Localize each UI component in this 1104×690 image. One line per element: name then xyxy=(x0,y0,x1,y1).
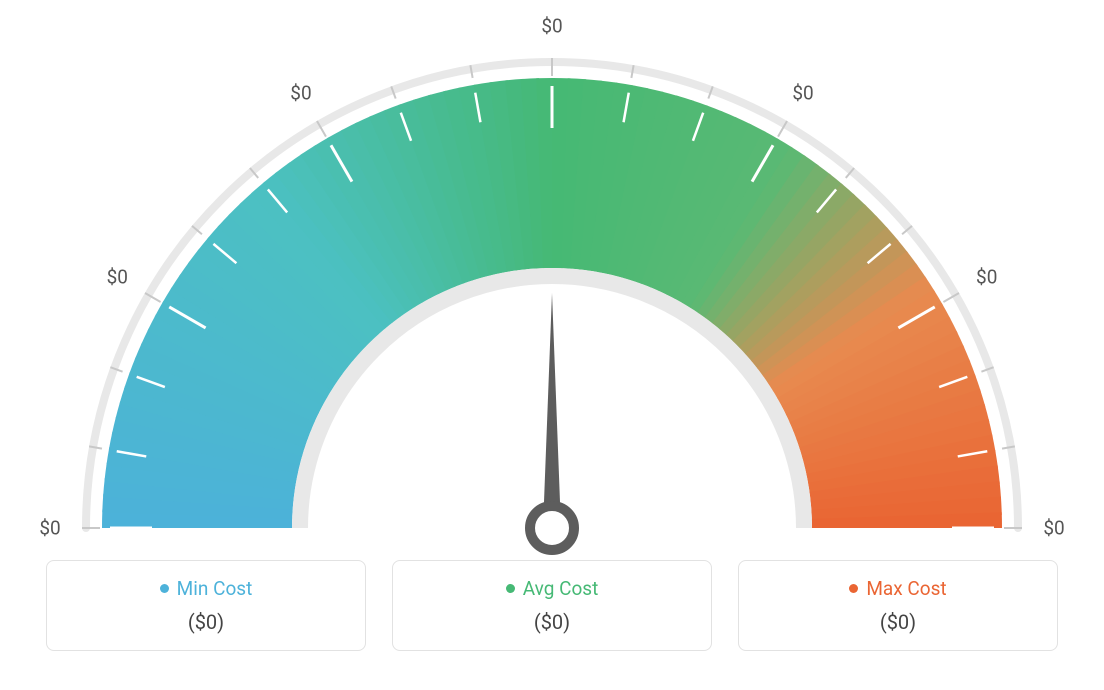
gauge-tick-label: $0 xyxy=(107,265,128,288)
gauge-tick-label: $0 xyxy=(39,517,60,540)
gauge-tick-label: $0 xyxy=(541,15,562,38)
gauge-svg xyxy=(0,28,1104,588)
gauge-needle-hub xyxy=(530,506,574,550)
legend-value-avg: ($0) xyxy=(393,610,711,634)
gauge-chart: $0 $0 $0 $0 $0 $0 $0 xyxy=(0,0,1104,560)
gauge-tick-label: $0 xyxy=(976,265,997,288)
legend-value-max: ($0) xyxy=(739,610,1057,634)
legend-value-min: ($0) xyxy=(47,610,365,634)
gauge-needle xyxy=(543,293,561,528)
gauge-tick-label: $0 xyxy=(792,82,813,105)
gauge-tick-label: $0 xyxy=(290,82,311,105)
gauge-tick-label: $0 xyxy=(1043,517,1064,540)
